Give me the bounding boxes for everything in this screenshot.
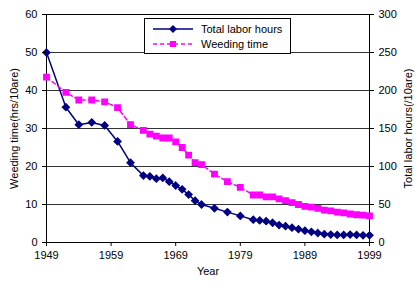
svg-text:1949: 1949	[34, 249, 58, 261]
svg-text:1989: 1989	[293, 249, 317, 261]
svg-text:30: 30	[25, 122, 37, 134]
svg-text:40: 40	[25, 84, 37, 96]
svg-text:300: 300	[379, 8, 397, 20]
svg-text:10: 10	[25, 198, 37, 210]
html-text:Total labor hours: Total labor hours	[201, 22, 283, 35]
svg-text:60: 60	[25, 8, 37, 20]
svg-text:20: 20	[25, 160, 37, 172]
svg-text:Weeding time(hrs/10are): Weeding time(hrs/10are)	[8, 68, 20, 189]
svg-text:Year: Year	[197, 265, 220, 277]
svg-text:200: 200	[379, 84, 397, 96]
svg-text:50: 50	[379, 198, 391, 210]
svg-text:100: 100	[379, 160, 397, 172]
svg-text:1959: 1959	[99, 249, 123, 261]
svg-text:1999: 1999	[357, 249, 381, 261]
svg-text:250: 250	[379, 46, 397, 58]
svg-text:0: 0	[379, 236, 385, 248]
html-text:Weeding time: Weeding time	[201, 37, 269, 50]
svg-text:0: 0	[31, 236, 37, 248]
svg-text:50: 50	[25, 46, 37, 58]
svg-text:Total labor hours(/10are): Total labor hours(/10are)	[402, 69, 414, 189]
svg-text:1969: 1969	[163, 249, 187, 261]
svg-text:1979: 1979	[228, 249, 252, 261]
svg-text:150: 150	[379, 122, 397, 134]
